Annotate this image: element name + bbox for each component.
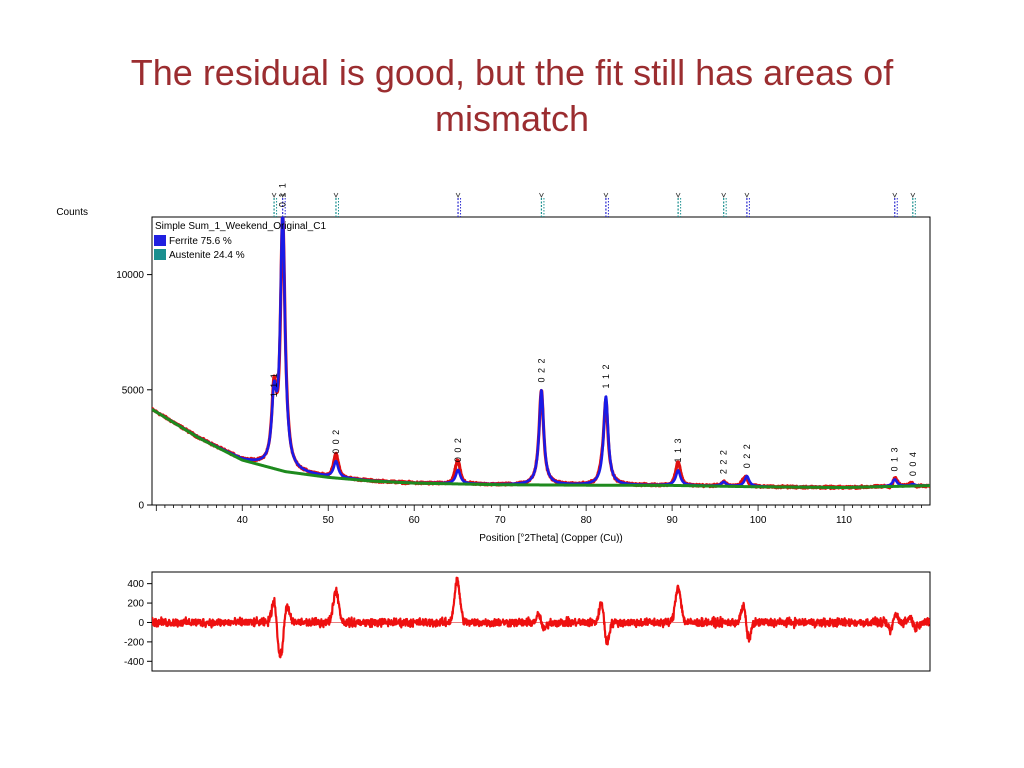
reference-marker-head [280,192,286,198]
legend [154,235,166,260]
x-tick-label: 40 [237,515,249,526]
x-tick-label: 100 [750,515,767,526]
y-tick-label: 10000 [116,270,144,281]
reference-marker-head [721,192,727,198]
x-tick-label: 50 [323,515,335,526]
hkl-label: 1 1 2 [601,364,611,389]
hkl-label: 0 1 1 [278,182,288,207]
x-tick-label: 110 [836,515,852,526]
hkl-label: 2 2 2 [719,449,729,474]
legend-entry: Austenite 24.4 % [169,250,245,261]
main-series [152,217,930,491]
x-tick-label: 90 [667,515,679,526]
hkl-label: 0 2 2 [742,443,752,468]
legend-title: Simple Sum_1_Weekend_Original_C1 [155,221,326,232]
hkl-label: 0 0 2 [331,429,341,454]
legend-entry: Ferrite 75.6 % [169,236,232,247]
x-tick-label: 80 [581,515,593,526]
reference-marker-head [455,192,461,198]
hkl-label: 1 1 1 [269,372,279,397]
residual-line [152,576,930,659]
reference-marker-head [744,192,750,198]
x-tick-label: 70 [495,515,507,526]
reference-marker-head [539,192,544,198]
residual-y-tick-label: 200 [127,599,144,610]
x-axis-label: Position [°2Theta] (Copper (Cu)) [479,533,623,544]
background-line [152,408,930,489]
residual-series [152,576,930,659]
residual-y-tick-label: -400 [124,657,144,668]
residual-y-tick-label: -200 [124,637,144,648]
residual-y-tick-label: 400 [127,579,144,590]
slide-title: The residual is good, but the fit still … [130,52,894,139]
reference-marker-head [271,192,277,198]
hkl-label: 0 0 4 [908,451,918,476]
reference-marker-head [333,192,339,198]
reference-marker-head [603,192,609,198]
legend-swatch [154,235,166,246]
reference-marker-head [675,192,681,198]
legend-swatch [154,249,166,260]
y-tick-label: 5000 [122,385,145,396]
hkl-label: 0 2 2 [536,357,546,382]
hkl-label: 1 1 3 [673,438,683,463]
y-tick-label: 0 [138,501,144,512]
reference-marker-head [910,192,916,198]
residual-y-tick-label: 0 [138,618,144,629]
hkl-label: 0 0 2 [453,437,463,462]
main-plot [147,192,931,511]
y-axis-label: Counts [56,207,88,218]
hkl-label: 0 1 3 [890,446,900,471]
x-tick-label: 60 [409,515,421,526]
reference-marker-head [892,192,898,198]
